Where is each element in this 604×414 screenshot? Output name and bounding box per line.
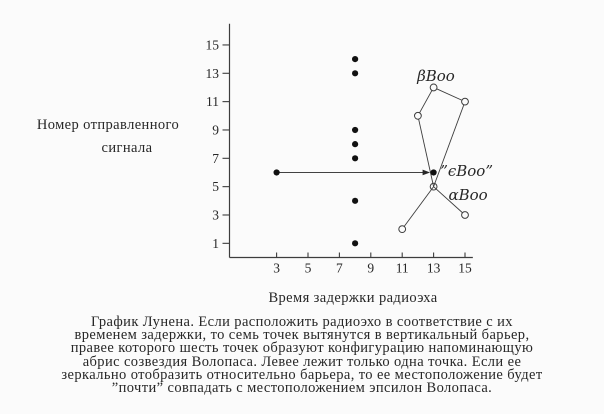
constellation-edge (433, 186, 466, 216)
filled-data-point (352, 141, 359, 148)
star-label: αBoo (449, 186, 488, 204)
filled-data-point (273, 169, 280, 176)
open-circle-data-point (461, 97, 469, 106)
y-tick-label: 1 (212, 236, 219, 251)
y-axis-label-line-2: сигнала (102, 140, 153, 156)
filled-data-point (352, 126, 359, 134)
caption-line: правее которого шесть точек образуют кон… (70, 340, 534, 357)
constellation-edge (417, 115, 435, 187)
x-tick-label: 3 (273, 261, 280, 276)
filled-data-point (352, 197, 359, 204)
mirror-arrow (276, 169, 431, 176)
star-label: βBoo (416, 67, 455, 85)
constellation-edge (433, 87, 466, 103)
constellation-edge (433, 101, 466, 187)
star-labels: βBoo ”ϵBoo” αBoo (416, 67, 493, 204)
caption-line: ”почти” совпадать с местоположением эпси… (111, 380, 493, 397)
axes (228, 23, 473, 259)
x-tick-label: 7 (336, 261, 343, 276)
caption-line: зеркально отобразить относительно барьер… (61, 366, 543, 383)
y-tick-label: 13 (206, 66, 220, 81)
tick-marks (222, 44, 466, 258)
y-tick-label: 7 (212, 151, 219, 166)
figure-caption: График Лунена. Если расположить радиоэхо… (0, 314, 604, 397)
caption-line: График Лунена. Если расположить радиоэхо… (91, 314, 513, 330)
open-circle-data-point (398, 225, 407, 234)
data-points (273, 56, 469, 247)
y-tick-label: 11 (206, 94, 219, 109)
open-circle-data-point (429, 182, 438, 191)
constellation-edges (401, 87, 466, 230)
caption-line: временем задержки, то семь точек вытянут… (74, 327, 530, 344)
filled-data-point (352, 70, 359, 77)
open-circle-data-point (414, 111, 422, 120)
x-tick-label: 5 (305, 261, 312, 276)
open-circle-data-point (429, 83, 438, 92)
y-tick-label: 9 (212, 122, 219, 137)
y-tick-label: 15 (206, 37, 220, 52)
constellation-edge (401, 186, 434, 230)
constellation-edge (417, 87, 434, 117)
y-tick-label: 5 (212, 179, 219, 194)
y-axis-label-line-1: Номер отправленного (37, 117, 179, 133)
x-tick-label: 13 (427, 261, 441, 276)
x-tick-label: 9 (367, 261, 374, 276)
filled-data-point (352, 155, 359, 162)
filled-data-point (352, 240, 359, 247)
arrow-head (422, 169, 431, 176)
star-label: ”ϵBoo” (440, 162, 493, 180)
filled-data-point (352, 56, 359, 63)
open-circle-data-point (461, 211, 469, 219)
filled-data-point (430, 169, 437, 176)
y-tick-label: 3 (212, 207, 219, 222)
x-tick-label: 11 (396, 261, 409, 276)
caption-line: абрис созвездия Волопаса. Левее лежит то… (82, 353, 522, 370)
x-tick-label: 15 (458, 261, 472, 276)
x-axis-label: Время задержки радиоэха (268, 290, 437, 306)
